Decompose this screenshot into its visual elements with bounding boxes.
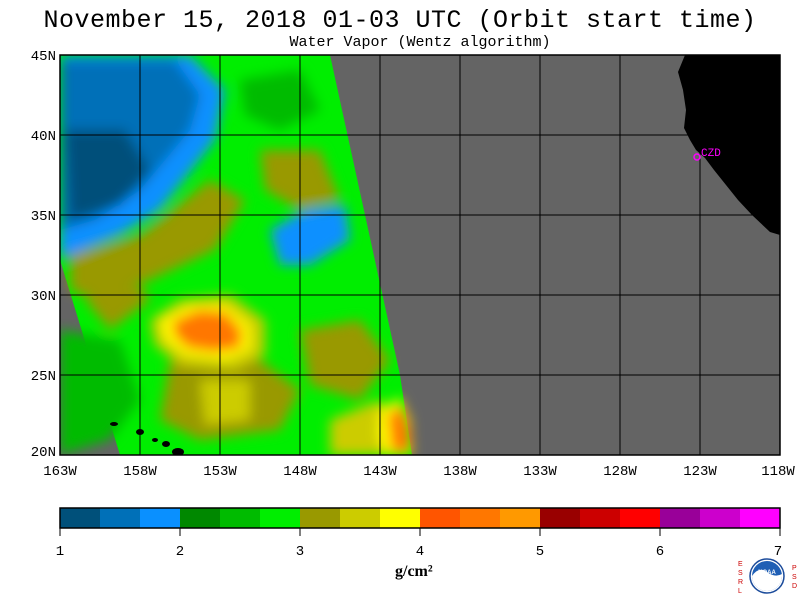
lon-label: 133W	[523, 464, 557, 480]
colorbar-swatch	[100, 508, 141, 528]
colorbar-tick-label: 5	[536, 544, 544, 560]
colorbar-swatch	[60, 508, 101, 528]
lat-label: 25N	[31, 369, 56, 385]
map-frame	[59, 54, 781, 456]
colorbar-swatch	[260, 508, 301, 528]
colorbar	[60, 508, 781, 528]
page-title: November 15, 2018 01-03 UTC (Orbit start…	[43, 6, 757, 35]
colorbar-swatch	[740, 508, 781, 528]
colorbar-tick-label: 7	[774, 544, 782, 560]
colorbar-swatch	[580, 508, 621, 528]
lon-label: 118W	[761, 464, 795, 480]
lat-label: 35N	[31, 209, 56, 225]
svg-text:PSD: PSD	[792, 565, 797, 590]
colorbar-swatch	[180, 508, 221, 528]
latitude-labels: 45N 40N 35N 30N 25N 20N	[31, 49, 56, 461]
lon-label: 138W	[443, 464, 477, 480]
colorbar-swatch	[700, 508, 741, 528]
lon-label: 158W	[123, 464, 157, 480]
lat-label: 40N	[31, 129, 56, 145]
longitude-labels: 163W 158W 153W 148W 143W 138W 133W 128W …	[43, 464, 795, 480]
lat-label: 20N	[31, 445, 56, 461]
page-subtitle: Water Vapor (Wentz algorithm)	[289, 34, 551, 51]
colorbar-swatch	[660, 508, 701, 528]
lon-label: 128W	[603, 464, 637, 480]
satellite-swath	[60, 55, 412, 455]
colorbar-tick-label: 4	[416, 544, 424, 560]
colorbar-tick-label: 6	[656, 544, 664, 560]
lat-label: 30N	[31, 289, 56, 305]
lon-label: 163W	[43, 464, 77, 480]
lon-label: 123W	[683, 464, 717, 480]
lat-label: 45N	[31, 49, 56, 65]
colorbar-tick-labels: 1 2 3 4 5 6 7	[56, 544, 782, 560]
logo-center-text: NOAA	[758, 570, 776, 576]
colorbar-swatch	[540, 508, 581, 528]
colorbar-swatch	[220, 508, 261, 528]
station-label: CZD	[701, 148, 721, 160]
colorbar-swatch	[300, 508, 341, 528]
hawaiian-islands	[110, 422, 184, 455]
colorbar-swatch	[340, 508, 381, 528]
colorbar-ticks	[59, 528, 781, 536]
lon-label: 143W	[363, 464, 397, 480]
lon-label: 153W	[203, 464, 237, 480]
lon-label: 148W	[283, 464, 317, 480]
colorbar-swatch	[500, 508, 541, 528]
colorbar-swatch	[420, 508, 461, 528]
colorbar-units: g/cm²	[395, 563, 433, 580]
station-marker-czd	[693, 153, 701, 161]
colorbar-swatch	[380, 508, 421, 528]
colorbar-swatch	[620, 508, 661, 528]
land-california	[678, 55, 780, 235]
colorbar-swatch	[140, 508, 181, 528]
colorbar-tick-label: 1	[56, 544, 64, 560]
grid-lines	[60, 55, 780, 455]
colorbar-swatch	[460, 508, 501, 528]
colorbar-tick-label: 3	[296, 544, 304, 560]
colorbar-tick-label: 2	[176, 544, 184, 560]
